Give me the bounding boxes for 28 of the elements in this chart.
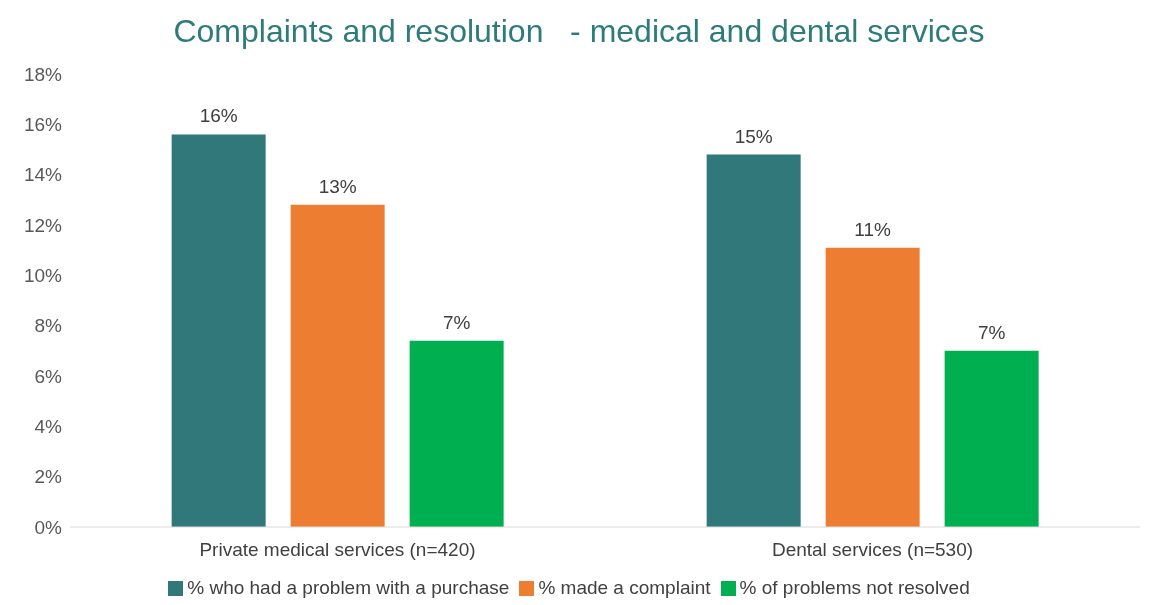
data-label: 13% xyxy=(318,175,357,197)
data-label: 11% xyxy=(854,218,892,240)
chart-title: Complaints and resolution - medical and dental services xyxy=(172,12,986,51)
y-tick-label: 4% xyxy=(34,416,63,438)
y-tick-label: 8% xyxy=(34,315,63,337)
bar xyxy=(706,154,801,527)
y-tick-label: 2% xyxy=(34,466,63,488)
data-label: 7% xyxy=(442,311,471,333)
x-tick-label: Dental services (n=530) xyxy=(771,539,974,561)
y-tick-label: 16% xyxy=(23,114,63,136)
y-tick-label: 18% xyxy=(23,63,63,85)
bar xyxy=(171,134,266,527)
bar xyxy=(409,340,504,527)
data-label: 7% xyxy=(977,321,1006,343)
bar xyxy=(944,350,1039,527)
legend-label: % who had a problem with a purchase xyxy=(187,577,510,598)
bar xyxy=(290,204,385,527)
y-tick-label: 12% xyxy=(23,214,63,236)
y-tick-label: 10% xyxy=(23,265,63,287)
y-tick-label: 14% xyxy=(23,164,63,186)
bar xyxy=(825,247,920,527)
legend-label: % made a complaint xyxy=(538,577,711,598)
y-tick-label: 0% xyxy=(34,516,63,538)
data-label: 15% xyxy=(734,125,773,147)
legend-label: % of problems not resolved xyxy=(739,577,970,598)
y-tick-label: 6% xyxy=(34,365,63,387)
data-label: 16% xyxy=(199,105,238,127)
x-tick-label: Private medical services (n=420) xyxy=(199,539,476,561)
